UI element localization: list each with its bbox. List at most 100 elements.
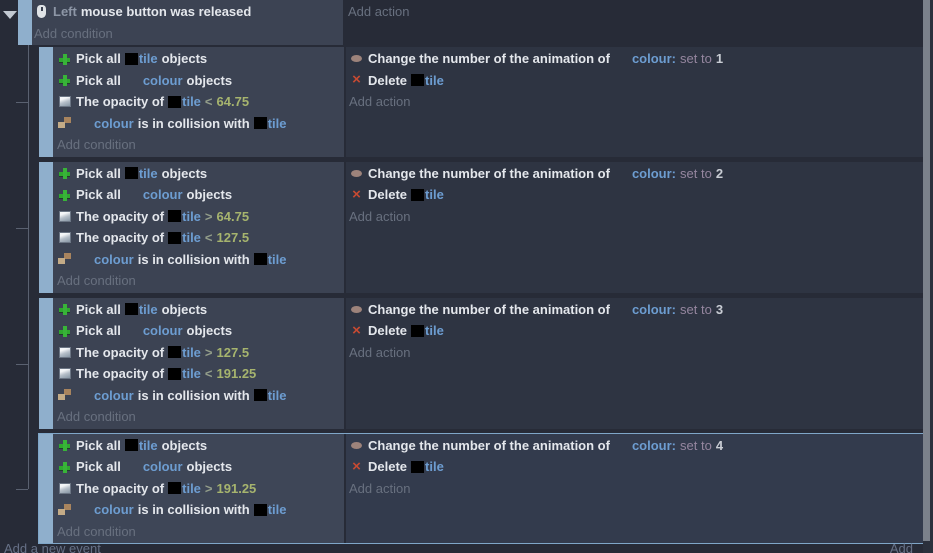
action-row[interactable]: Change the number of the animation of col… — [349, 163, 930, 185]
row-text: objects — [161, 51, 208, 66]
condition-row[interactable]: The opacity of tile >191.25 — [57, 478, 344, 500]
add-action-link[interactable]: Add action — [349, 208, 411, 224]
event[interactable]: Left mouse button was released Add condit… — [18, 0, 931, 45]
object-thumbnail-black — [168, 367, 182, 380]
row-text: Change the number of the animation of — [368, 51, 610, 66]
condition-row[interactable]: colour is in collision with tile — [57, 113, 344, 135]
row-text: objects — [186, 459, 233, 474]
object-link: colour: — [631, 301, 677, 317]
row-text: 127.5 — [216, 344, 250, 360]
event-drag-handle[interactable] — [18, 0, 32, 45]
condition-row[interactable]: colour is in collision with tile — [57, 249, 344, 271]
row-text: mouse button was released — [80, 4, 252, 19]
add-action-link[interactable]: Add action — [349, 94, 411, 109]
row-text: The opacity of — [76, 344, 165, 360]
add-condition-link[interactable]: Add condition — [57, 273, 136, 288]
row-text: > — [204, 344, 213, 360]
object-link: tile — [267, 502, 287, 517]
row-text: The opacity of — [76, 366, 165, 381]
collision-icon — [57, 503, 72, 517]
condition-row[interactable]: The opacity of tile >64.75 — [57, 206, 344, 228]
event-drag-handle[interactable] — [39, 433, 53, 543]
object-link: tile — [425, 187, 444, 202]
row-text: objects — [186, 187, 233, 202]
object-link: colour — [94, 115, 134, 131]
event-drag-handle[interactable] — [39, 161, 53, 293]
conditions-column: Pick all tile objects Pick all colour objects… — [53, 433, 344, 543]
condition-row[interactable]: Left mouse button was released — [34, 1, 343, 23]
add-new-event-link[interactable]: Add a new event — [4, 541, 101, 553]
condition-row[interactable]: Pick all colour objects — [57, 320, 344, 342]
condition-row[interactable]: Pick all colour objects — [57, 70, 344, 92]
action-row[interactable]: × Delete tile — [349, 456, 930, 478]
object-thumbnail-black — [411, 324, 425, 337]
event-drag-handle[interactable] — [39, 47, 53, 157]
row-text: > — [204, 208, 213, 224]
tree-branch-line — [16, 363, 28, 365]
add-condition-link[interactable]: Add condition — [57, 137, 136, 152]
tree-trunk-line — [28, 45, 29, 489]
row-text: Left — [53, 4, 77, 19]
object-link: colour — [94, 502, 134, 517]
event[interactable]: Pick all tile objects Pick all colour objects… — [38, 46, 931, 158]
object-link: colour — [142, 323, 183, 338]
condition-row[interactable]: Pick all tile objects — [57, 163, 344, 185]
row-text: is in collision with — [137, 251, 250, 267]
add-condition-link[interactable]: Add condition — [57, 409, 136, 424]
row-text: The opacity of — [76, 480, 165, 496]
condition-row[interactable]: colour is in collision with tile — [57, 385, 344, 407]
delete-icon: × — [352, 185, 361, 203]
row-text: Delete — [368, 323, 408, 338]
add-condition-link[interactable]: Add condition — [34, 25, 113, 41]
condition-row[interactable]: The opacity of tile <191.25 — [57, 363, 344, 385]
add-action-link[interactable]: Add action — [349, 480, 411, 496]
row-text: objects — [186, 323, 233, 338]
object-link: tile — [267, 115, 287, 131]
condition-row[interactable]: The opacity of tile <127.5 — [57, 227, 344, 249]
event-drag-handle[interactable] — [39, 297, 53, 429]
condition-row[interactable]: The opacity of tile >127.5 — [57, 342, 344, 364]
event[interactable]: Pick all tile objects Pick all colour objects… — [38, 297, 931, 430]
row-text: Delete — [368, 187, 408, 202]
object-thumbnail-black — [124, 303, 138, 316]
condition-row[interactable]: Pick all tile objects — [57, 48, 344, 70]
condition-row[interactable]: Pick all tile objects — [57, 299, 344, 321]
fold-arrow-icon[interactable] — [3, 11, 17, 19]
object-link: tile — [138, 301, 158, 317]
object-thumbnail-black — [253, 253, 267, 266]
condition-row[interactable]: Pick all colour objects — [57, 184, 344, 206]
opacity-icon — [57, 367, 72, 381]
row-text: set to — [680, 165, 712, 181]
action-row[interactable]: × Delete tile — [349, 70, 930, 92]
object-thumbnail-black — [411, 188, 425, 201]
condition-row[interactable]: The opacity of tile <64.75 — [57, 91, 344, 113]
action-row[interactable]: Change the number of the animation of col… — [349, 299, 930, 321]
row-text: Pick all — [76, 51, 121, 66]
condition-row[interactable]: colour is in collision with tile — [57, 499, 344, 521]
opacity-icon — [57, 481, 72, 495]
object-link: tile — [138, 437, 158, 453]
object-thumbnail-black — [124, 52, 138, 65]
conditions-column: Left mouse button was released Add condit… — [32, 0, 343, 45]
event[interactable]: Pick all tile objects Pick all colour objects… — [38, 161, 931, 294]
add-action-link[interactable]: Add action — [348, 4, 410, 19]
object-link: tile — [267, 387, 287, 403]
scrollbar-thumb[interactable] — [923, 0, 930, 541]
row-text: The opacity of — [76, 208, 165, 224]
action-row[interactable]: Change the number of the animation of col… — [349, 435, 930, 457]
opacity-icon — [57, 209, 72, 223]
condition-row[interactable]: Pick all tile objects — [57, 435, 344, 457]
add-action-link[interactable]: Add action — [349, 344, 411, 360]
conditions-column: Pick all tile objects Pick all colour objects… — [53, 297, 344, 429]
add-condition-link[interactable]: Add condition — [57, 523, 136, 539]
object-link: tile — [182, 230, 201, 245]
action-row[interactable]: Change the number of the animation of col… — [349, 48, 930, 70]
action-row[interactable]: × Delete tile — [349, 320, 930, 342]
action-row[interactable]: × Delete tile — [349, 184, 930, 206]
pick-icon — [57, 73, 72, 87]
add-button[interactable]: Add — [889, 541, 913, 553]
row-text: set to — [680, 301, 712, 317]
condition-row[interactable]: Pick all colour objects — [57, 456, 344, 478]
event[interactable]: Pick all tile objects Pick all colour objects… — [38, 432, 931, 544]
